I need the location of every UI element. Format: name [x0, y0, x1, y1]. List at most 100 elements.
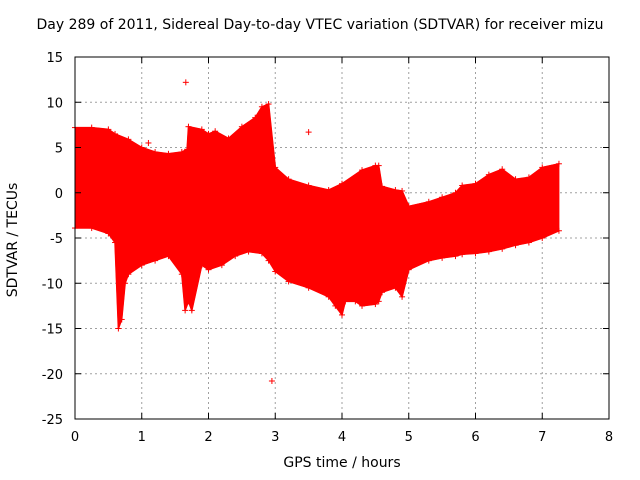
x-tick-label: 8: [605, 430, 613, 445]
lower-point: [459, 251, 466, 258]
upper-point: [112, 130, 119, 137]
lower-point: [188, 307, 195, 314]
lower-point: [272, 268, 279, 275]
lower-point: [352, 298, 359, 305]
lower-point: [359, 302, 366, 309]
upper-point: [265, 101, 272, 108]
lower-point: [305, 284, 312, 291]
y-axis-label: SDTVAR / TECUs: [5, 182, 21, 298]
lower-point: [405, 266, 412, 273]
lower-point: [332, 302, 339, 309]
upper-point: [165, 150, 172, 157]
x-tick-label: 3: [271, 430, 279, 445]
y-tick-label: 0: [55, 187, 63, 202]
upper-point: [405, 203, 412, 210]
upper-point: [198, 126, 205, 133]
upper-point: [305, 182, 312, 189]
lower-point: [185, 298, 192, 305]
lower-point: [165, 253, 172, 260]
upper-point: [499, 166, 506, 173]
lower-point: [372, 301, 379, 308]
lower-point: [512, 242, 519, 249]
upper-point: [152, 149, 159, 156]
lower-point: [122, 280, 129, 287]
upper-point: [392, 187, 399, 194]
upper-point: [238, 123, 245, 130]
upper-point: [472, 180, 479, 187]
x-tick-label: 6: [471, 430, 479, 445]
upper-point: [272, 164, 279, 171]
outlier-point: [182, 79, 189, 86]
upper-point: [459, 182, 466, 189]
x-tick-label: 1: [138, 430, 146, 445]
lower-point: [118, 316, 125, 323]
upper-point: [205, 130, 212, 137]
lower-point: [375, 298, 382, 305]
y-tick-label: -5: [50, 232, 63, 247]
lower-point: [182, 307, 189, 314]
x-axis-label: GPS time / hours: [283, 455, 401, 471]
lower-point: [105, 230, 112, 237]
y-tick-label: -10: [42, 277, 63, 292]
x-tick-label: 7: [538, 430, 546, 445]
upper-point: [285, 176, 292, 183]
x-tick-label: 0: [71, 430, 79, 445]
upper-point: [125, 136, 132, 143]
lower-point: [285, 278, 292, 285]
lower-point: [452, 253, 459, 260]
upper-point: [325, 187, 332, 194]
lower-point: [342, 298, 349, 305]
lower-point: [399, 293, 406, 300]
outlier-point: [305, 129, 312, 136]
lower-point: [178, 271, 185, 278]
lower-point: [499, 245, 506, 252]
lower-point: [218, 262, 225, 269]
lower-point: [439, 254, 446, 261]
y-axis-label-wrap: SDTVAR / TECUs: [2, 130, 24, 350]
lower-point: [379, 289, 386, 296]
upper-point: [485, 171, 492, 178]
upper-point: [178, 149, 185, 156]
series-layer: [72, 79, 562, 384]
upper-point: [212, 128, 219, 135]
lower-point: [138, 262, 145, 269]
y-tick-label: -15: [42, 323, 63, 338]
upper-point: [375, 162, 382, 169]
outlier-point: [268, 377, 275, 384]
upper-point: [379, 183, 386, 190]
sdtvar-band: [74, 103, 560, 329]
lower-point: [258, 250, 265, 257]
upper-point: [105, 126, 112, 133]
upper-point: [225, 135, 232, 142]
y-tick-label: 5: [55, 142, 63, 157]
upper-point: [359, 167, 366, 174]
upper-point: [512, 176, 519, 183]
upper-point: [439, 194, 446, 201]
y-tick-label: -25: [42, 413, 63, 428]
y-tick-label: 10: [46, 96, 63, 111]
upper-point: [425, 198, 432, 205]
upper-point: [252, 114, 259, 121]
lower-point: [539, 235, 546, 241]
lower-point: [88, 225, 95, 232]
lower-point: [555, 227, 562, 234]
upper-point: [555, 160, 562, 167]
lower-point: [115, 325, 122, 332]
upper-point: [525, 174, 532, 181]
y-tick-label: -20: [42, 368, 63, 383]
lower-point: [325, 293, 332, 300]
upper-point: [339, 180, 345, 187]
upper-point: [539, 164, 546, 171]
x-tick-label: 4: [338, 430, 346, 445]
lower-point: [232, 253, 239, 260]
x-tick-label: 2: [204, 430, 212, 445]
lower-point: [265, 257, 272, 264]
upper-point: [184, 146, 191, 153]
outlier-point: [145, 139, 152, 146]
lower-point: [425, 257, 432, 264]
lower-point: [392, 284, 399, 291]
lower-point: [112, 239, 119, 246]
upper-point: [185, 123, 192, 130]
lower-point: [152, 257, 159, 264]
